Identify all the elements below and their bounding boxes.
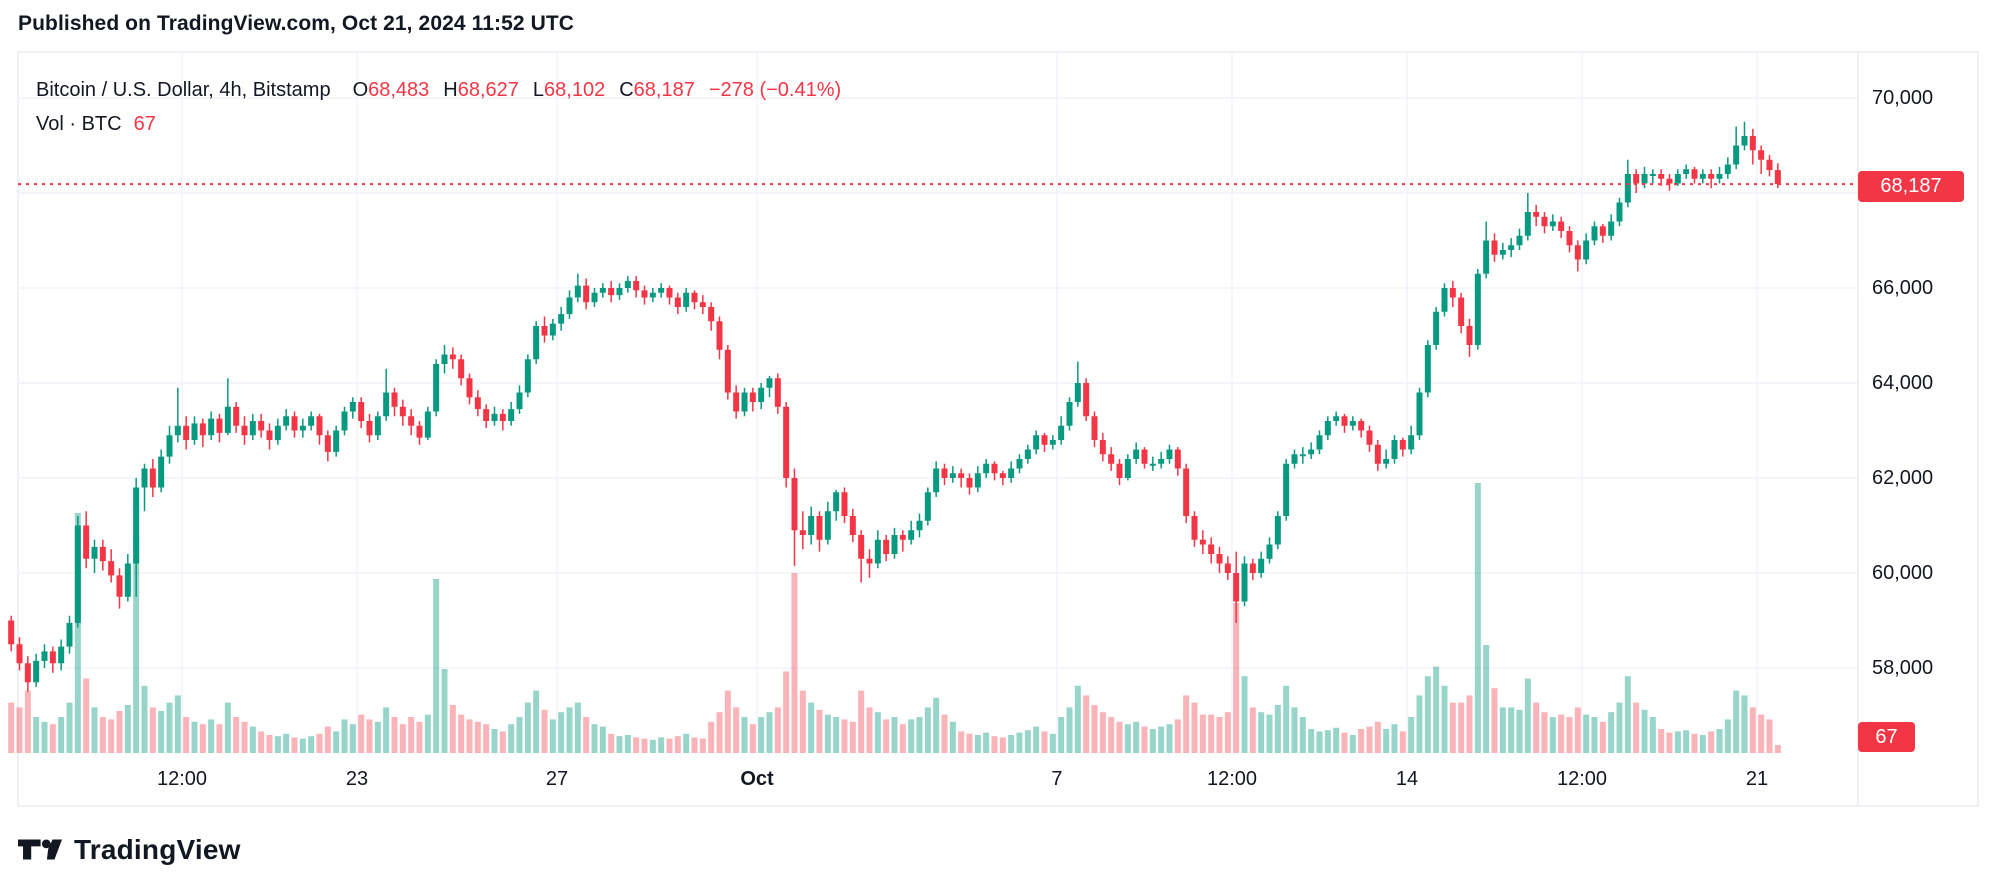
price-tick-label: 60,000 [1872, 562, 1934, 584]
time-tick-label: 21 [1745, 768, 1769, 790]
ohlc-close: C68,187 [619, 79, 695, 101]
brand-name: TradingView [74, 833, 241, 865]
ohlc-open: O68,483 [352, 79, 430, 101]
time-tick-label: 7 [1051, 768, 1063, 790]
time-tick-label: Oct [740, 768, 774, 790]
open-value: 68,483 [368, 79, 430, 101]
volume-value: 67 [133, 113, 156, 135]
last-price-badge: 68,187 [1858, 171, 1964, 202]
tradingview-logo-icon [18, 839, 62, 860]
change-value: −278 (−0.41%) [708, 79, 842, 101]
last-volume-badge: 67 [1858, 722, 1915, 752]
tradingview-brand: TradingView [18, 833, 241, 866]
time-tick-label: 12:00 [156, 768, 208, 790]
symbol-title: Bitcoin / U.S. Dollar, 4h, Bitstamp [36, 79, 331, 101]
price-tick-label: 70,000 [1872, 87, 1934, 109]
time-tick-label: 12:00 [1556, 768, 1608, 790]
ohlc-high: H68,627 [443, 79, 519, 101]
symbol-legend-row: Bitcoin / U.S. Dollar, 4h, Bitstamp O68,… [36, 76, 841, 104]
low-value: 68,102 [544, 79, 606, 101]
time-tick-label: 14 [1395, 768, 1419, 790]
time-tick-label: 23 [345, 768, 369, 790]
close-value: 68,187 [633, 79, 695, 101]
price-tick-label: 58,000 [1872, 657, 1934, 679]
high-value: 68,627 [457, 79, 519, 101]
price-tick-label: 64,000 [1872, 372, 1934, 394]
time-tick-label: 12:00 [1206, 768, 1258, 790]
chart-legend: Bitcoin / U.S. Dollar, 4h, Bitstamp O68,… [36, 76, 841, 138]
price-tick-label: 62,000 [1872, 467, 1934, 489]
volume-legend-row: Vol · BTC 67 [36, 110, 841, 138]
volume-label: Vol · BTC [36, 113, 122, 135]
published-header: Published on TradingView.com, Oct 21, 20… [18, 12, 575, 35]
price-tick-label: 66,000 [1872, 277, 1934, 299]
time-tick-label: 27 [545, 768, 569, 790]
ohlc-low: L68,102 [532, 79, 606, 101]
